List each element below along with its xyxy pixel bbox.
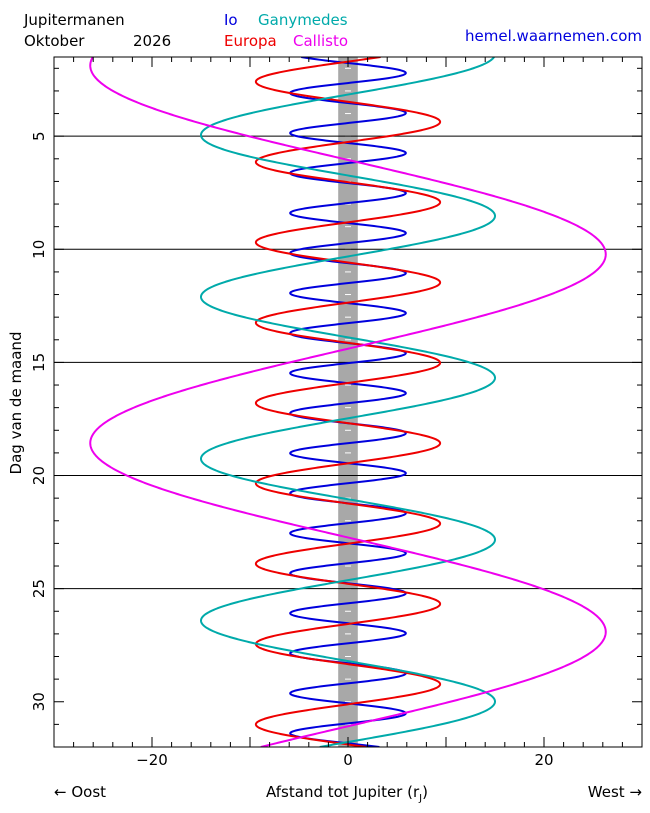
y-tick-label: 10	[30, 240, 48, 259]
website-label: hemel.waarnemen.com	[465, 27, 642, 45]
y-tick-label: 20	[30, 466, 48, 485]
series-line-europa	[254, 57, 442, 747]
chart-month: Oktober	[24, 32, 85, 50]
x-tick-label: 0	[343, 751, 353, 769]
y-tick-label: 25	[30, 579, 48, 598]
x-axis-title-main: Afstand tot Jupiter (r	[266, 783, 420, 801]
series-line-io	[289, 57, 407, 747]
chart-year: 2026	[133, 32, 171, 50]
legend-europa: Europa	[224, 32, 277, 50]
x-axis-right-direction: West →	[588, 783, 642, 801]
plot-area: 5 10 15 20 25 30 −20 0 20	[30, 56, 643, 769]
legend: Io Ganymedes Europa Callisto	[224, 11, 348, 50]
legend-ganymedes: Ganymedes	[258, 11, 348, 29]
y-axis-title: Dag van de maand	[7, 332, 25, 475]
x-axis-title-close: )	[422, 783, 428, 801]
x-tick-label: −20	[136, 751, 168, 769]
x-axis-left-direction: ← Oost	[54, 783, 106, 801]
x-axis-title: Afstand tot Jupiter (rJ)	[266, 783, 428, 804]
x-axis-title-sub: J	[418, 793, 422, 804]
series-line-callisto	[89, 57, 607, 747]
y-tick-label: 15	[30, 353, 48, 372]
y-tick-label: 30	[30, 692, 48, 711]
series-line-ganymedes	[199, 57, 497, 747]
legend-callisto: Callisto	[293, 32, 348, 50]
x-tick-label: 20	[534, 751, 553, 769]
chart-title: Jupitermanen	[23, 11, 125, 29]
jupiter-band	[338, 57, 358, 747]
y-tick-label: 5	[30, 131, 48, 141]
legend-io: Io	[224, 11, 238, 29]
